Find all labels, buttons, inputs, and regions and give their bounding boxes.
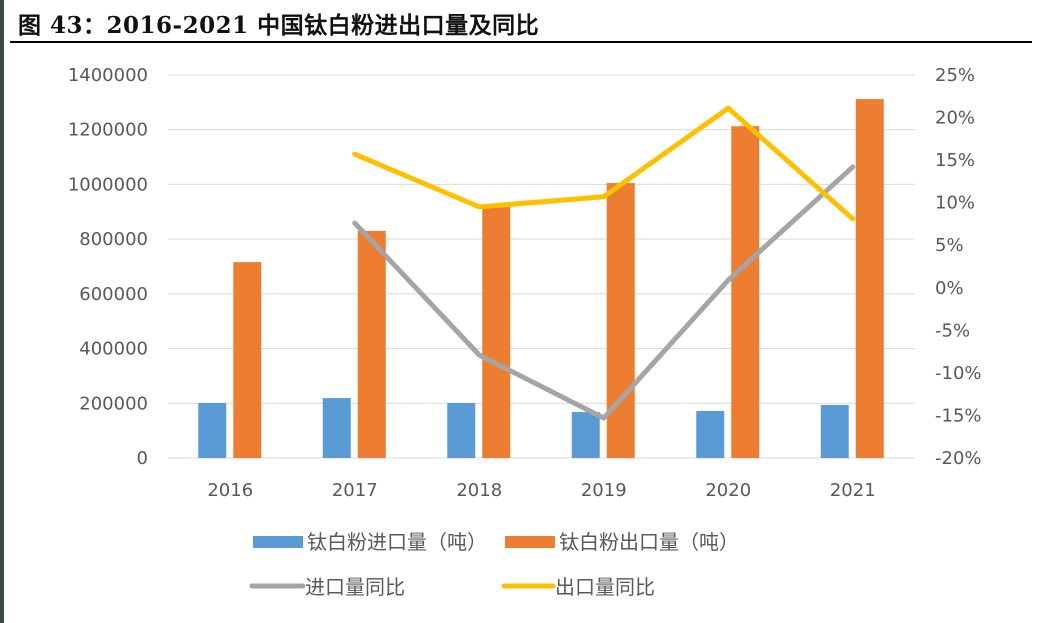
left-axis-tick: 200000 [79,393,148,414]
bar-import [696,410,725,458]
legend-label-import: 钛白粉进口量（吨） [307,530,487,554]
bar-export [606,183,635,458]
x-axis-tick: 2016 [207,480,253,501]
x-axis-tick: 2018 [456,480,502,501]
title-rule [10,41,1032,43]
line-import-yoy [352,164,856,421]
x-axis-tick: 2021 [830,480,876,501]
bar-import [322,398,351,458]
right-axis-tick: 20% [935,108,975,129]
right-axis-tick: -20% [935,448,982,469]
x-axis-tick: 2020 [705,480,751,501]
x-axis-tick: 2019 [581,480,627,501]
bar-export [482,204,511,458]
bar-import [571,412,600,458]
left-axis-tick: 1000000 [68,174,148,195]
right-axis-tick: -15% [935,405,982,426]
left-axis-tick: 1200000 [68,120,148,141]
legend-swatch-import [253,536,303,548]
legend-swatch-export [505,536,555,548]
bar-export [357,230,386,458]
bar-export [731,126,760,458]
legend-label-export-yoy: 出口量同比 [555,575,655,599]
bar-import [820,404,849,458]
right-axis-tick: 0% [935,278,964,299]
left-axis-tick: 1400000 [68,65,148,86]
bar-import [447,403,476,458]
x-axis-tick: 2017 [332,480,378,501]
figure-title: 图 43：2016-2021 中国钛白粉进出口量及同比 [18,12,540,39]
left-axis-tick: 400000 [79,339,148,360]
line-export-yoy [352,105,856,222]
legend-label-export: 钛白粉出口量（吨） [559,530,739,554]
bar-import [198,403,227,458]
left-axis-tick: 600000 [79,284,148,305]
right-axis-tick: 15% [935,150,975,171]
right-axis-tick: 10% [935,193,975,214]
left-axis-tick: 0 [137,448,148,469]
bar-export [233,262,262,458]
right-axis-tick: -5% [935,320,970,341]
right-axis-tick: 5% [935,235,964,256]
right-axis-tick: -10% [935,363,982,384]
right-axis-tick: 25% [935,65,975,86]
legend-label-import-yoy: 进口量同比 [305,575,405,599]
bar-export [855,99,884,459]
left-edge [0,0,4,623]
left-axis-tick: 800000 [79,229,148,250]
